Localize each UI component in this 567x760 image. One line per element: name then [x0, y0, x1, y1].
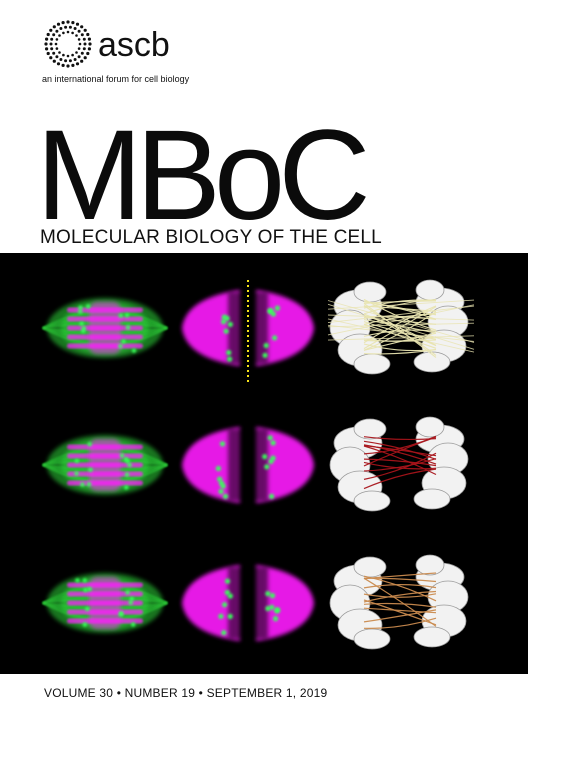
spindle-3d-model [327, 279, 475, 375]
logo-wordmark: ascb [98, 26, 170, 64]
dotted-sphere-icon [44, 20, 92, 68]
spindle-panel-green [42, 435, 168, 495]
spindle-panel-magenta [182, 565, 314, 641]
spindle-microscopy-panels [42, 279, 475, 650]
journal-subtitle: MOLECULAR BIOLOGY OF THE CELL [40, 227, 382, 248]
spindle-panel-green [42, 573, 168, 633]
journal-title: MBoC [36, 104, 371, 247]
ascb-logo: ascb an international forum for cell bio… [42, 18, 202, 84]
issue-line: VOLUME 30 • NUMBER 19 • SEPTEMBER 1, 201… [44, 686, 328, 700]
spindle-panel-magenta [182, 427, 314, 503]
spindle-3d-model [329, 554, 469, 650]
spindle-panel-magenta [182, 280, 314, 384]
spindle-panel-green [42, 298, 168, 358]
spindle-3d-model [329, 416, 469, 512]
logo-tagline: an international forum for cell biology [42, 74, 190, 84]
cover-artwork [0, 253, 528, 674]
